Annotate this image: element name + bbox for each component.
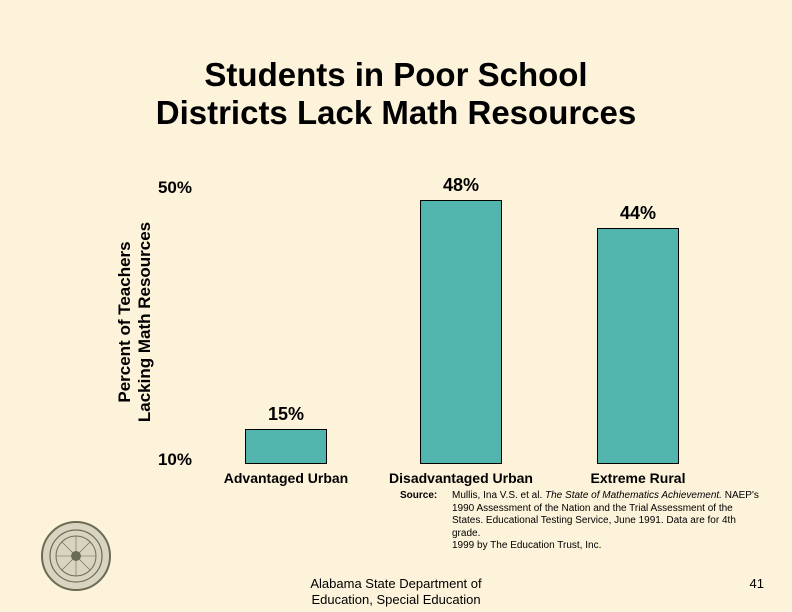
y-axis-label-line-1: Percent of Teachers <box>115 192 135 452</box>
bar-chart: 15%Advantaged Urban48%Disadvantaged Urba… <box>196 186 726 464</box>
footer-line-1: Alabama State Department of <box>310 576 481 591</box>
state-seal-icon <box>40 520 112 592</box>
y-tick-bottom: 10% <box>148 450 192 470</box>
y-axis-label-line-2: Lacking Math Resources <box>135 192 155 452</box>
source-block: Source: Mullis, Ina V.S. et al. The Stat… <box>452 490 762 553</box>
category-label-2: Extreme Rural <box>553 470 723 486</box>
bar-value-label-1: 48% <box>401 175 521 196</box>
slide-title: Students in Poor School Districts Lack M… <box>0 56 792 132</box>
source-citation: Mullis, Ina V.S. et al. The State of Mat… <box>452 490 762 553</box>
y-axis-label: Percent of Teachers Lacking Math Resourc… <box>115 192 175 452</box>
title-line-2: Districts Lack Math Resources <box>156 94 637 131</box>
bar-value-label-0: 15% <box>226 404 346 425</box>
source-label: Source: <box>400 490 437 503</box>
source-line-2: 1999 by The Education Trust, Inc. <box>452 540 601 551</box>
source-prefix: Mullis, Ina V.S. et al. <box>452 490 545 501</box>
slide-number: 41 <box>750 576 764 591</box>
plot-region: 15%Advantaged Urban48%Disadvantaged Urba… <box>196 186 726 464</box>
bar-0 <box>245 429 327 464</box>
footer-org: Alabama State Department of Education, S… <box>0 576 792 607</box>
category-label-1: Disadvantaged Urban <box>376 470 546 486</box>
category-label-0: Advantaged Urban <box>201 470 371 486</box>
source-italic: The State of Mathematics Achievement. <box>545 490 722 501</box>
title-line-1: Students in Poor School <box>204 56 587 93</box>
footer-line-2: Education, Special Education <box>311 592 480 607</box>
bar-2 <box>597 228 679 464</box>
bar-value-label-2: 44% <box>578 203 698 224</box>
slide: Students in Poor School Districts Lack M… <box>0 0 792 612</box>
bar-1 <box>420 200 502 464</box>
